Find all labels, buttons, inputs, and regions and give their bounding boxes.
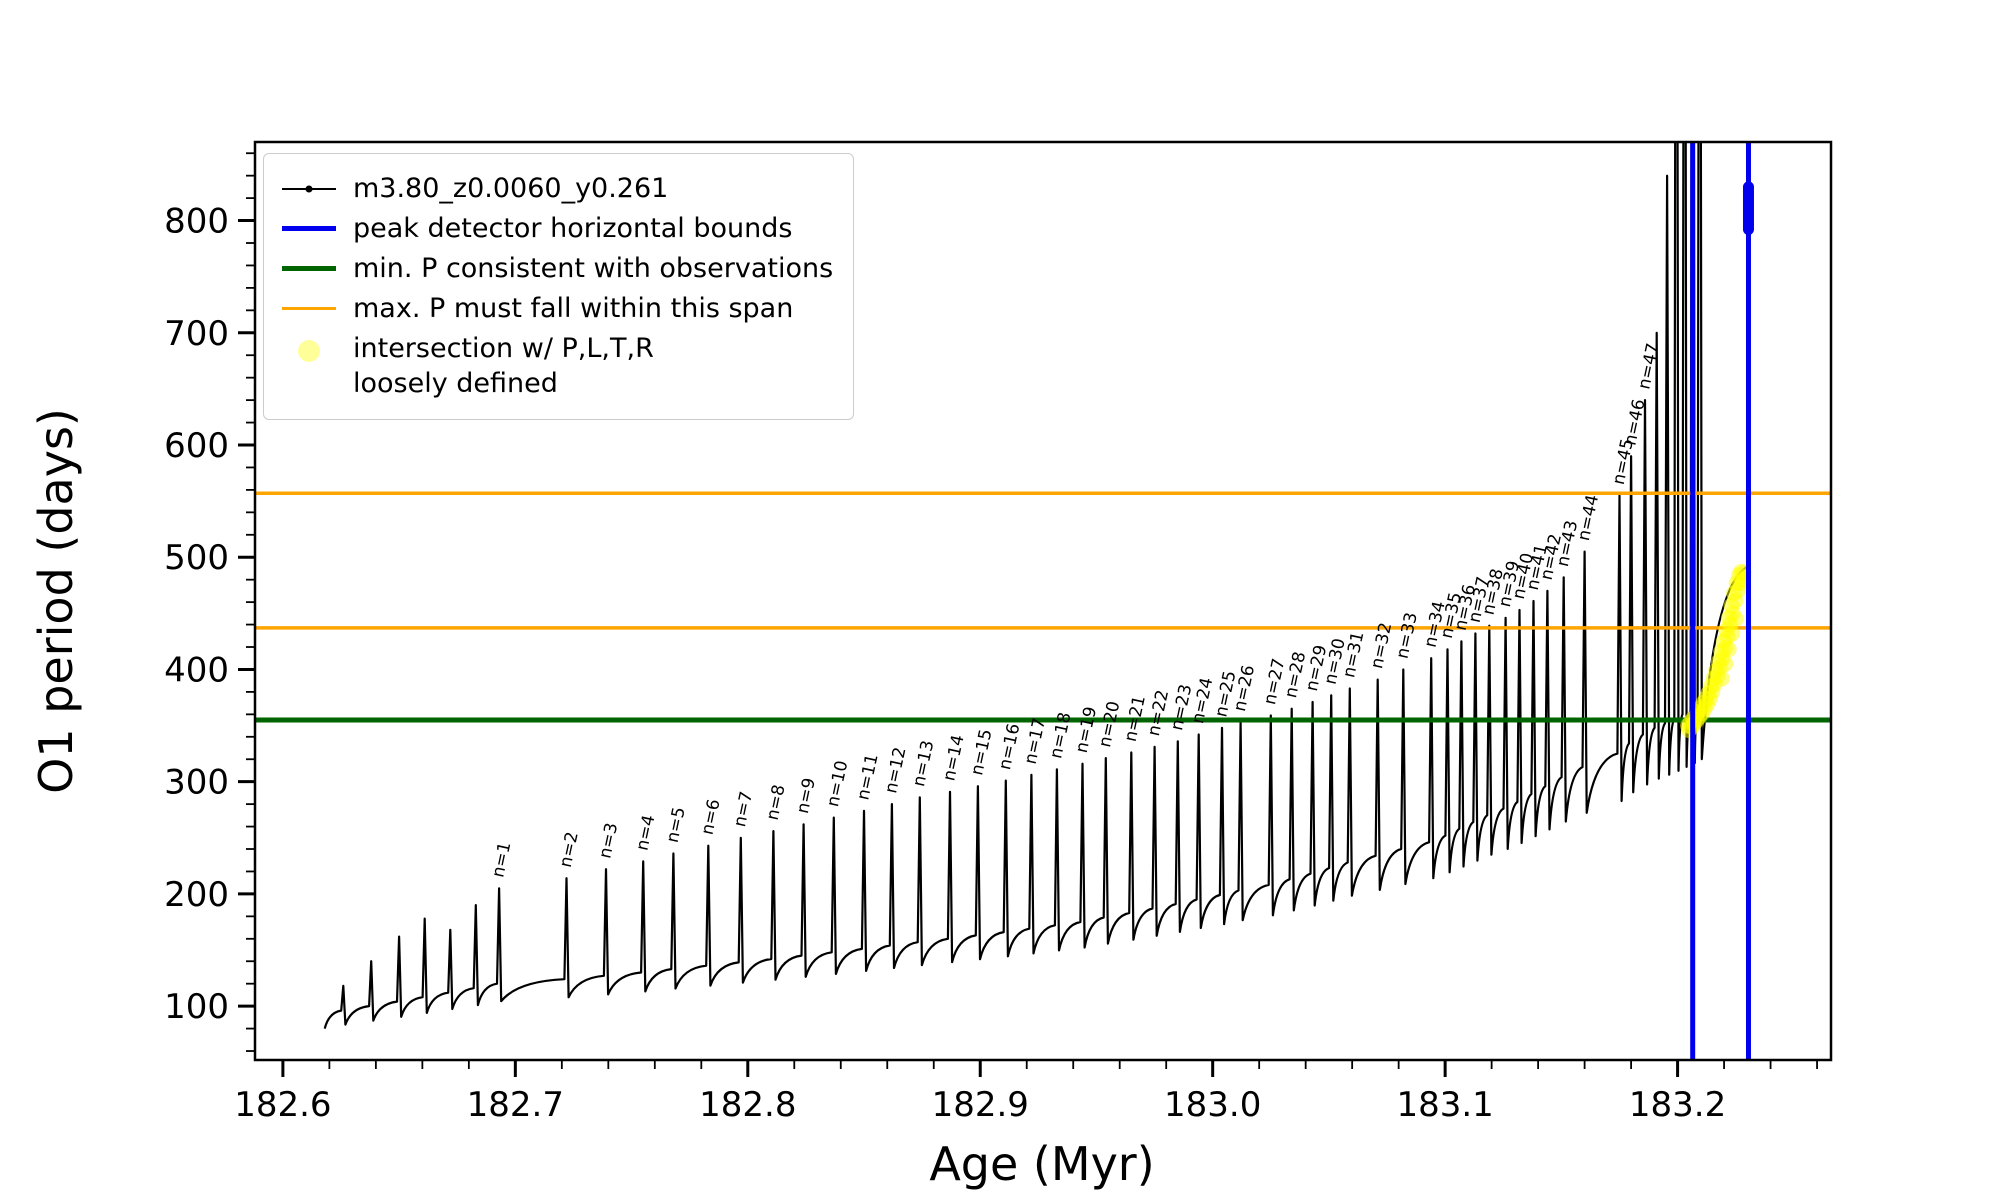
y-tick-label: 200: [164, 875, 229, 915]
legend-item: peak detector horizontal bounds: [280, 211, 833, 246]
y-tick-label: 800: [164, 202, 229, 242]
legend-line-icon: [280, 307, 338, 311]
y-tick-label: 600: [164, 426, 229, 466]
pulse-label: n=31: [1339, 630, 1368, 680]
pulse-label: n=15: [967, 727, 996, 777]
series-path: [323, 142, 1750, 1029]
pulse-label: n=9: [793, 776, 820, 815]
legend-line-icon: [280, 185, 338, 193]
x-tick-label: 182.8: [699, 1085, 796, 1125]
pulse-label: n=3: [595, 821, 622, 860]
pulse-label: n=17: [1021, 716, 1050, 766]
intersection-point: [1727, 610, 1744, 627]
pulse-label: n=26: [1230, 663, 1259, 713]
pulse-label: n=44: [1574, 493, 1603, 543]
pulse-label: n=5: [663, 805, 690, 844]
pulse-label: n=33: [1393, 611, 1422, 661]
x-tick-label: 183.0: [1164, 1085, 1261, 1125]
x-tick-label: 182.7: [467, 1085, 564, 1125]
x-tick-label: 183.2: [1629, 1085, 1726, 1125]
x-tick-label: 183.1: [1396, 1085, 1493, 1125]
pulse-label: n=13: [909, 739, 938, 789]
legend-item-label: min. P consistent with observations: [353, 253, 834, 285]
intersection-point: [1720, 641, 1737, 658]
legend-line-icon: [280, 226, 338, 232]
pulse-label: n=7: [730, 790, 757, 829]
axes-border: [253, 140, 1833, 1062]
pulse-label: n=12: [881, 745, 910, 795]
y-axis-label: O1 period (days): [29, 408, 83, 794]
y-tick-label: 100: [164, 987, 229, 1027]
pulse-label: n=10: [823, 759, 852, 809]
y-tick-label: 400: [164, 650, 229, 690]
y-tick-label: 700: [164, 314, 229, 354]
legend-item-label: max. P must fall within this span: [353, 293, 794, 325]
intersection-marker-icon: [280, 340, 338, 363]
legend-item: max. P must fall within this span: [280, 291, 833, 326]
pulse-label: n=8: [763, 783, 790, 822]
pulse-label: n=4: [633, 813, 660, 852]
pulse-label: n=47: [1634, 341, 1663, 391]
legend-item-label: m3.80_z0.0060_y0.261: [353, 173, 669, 204]
pulse-label: n=20: [1095, 699, 1124, 749]
x-tick-label: 182.6: [234, 1085, 331, 1125]
pulse-label: n=1: [488, 840, 515, 879]
pulse-label: n=22: [1144, 688, 1173, 738]
y-tick-label: 500: [164, 538, 229, 578]
y-tick-label: 300: [164, 763, 229, 803]
pulse-label: n=6: [698, 797, 725, 836]
pulse-label: n=2: [556, 830, 583, 869]
legend-item-label: intersection w/ P,L,T,R loosely defined: [353, 333, 654, 400]
pulse-label: n=14: [939, 733, 968, 783]
pulse-label: n=16: [995, 722, 1024, 772]
legend-item: m3.80_z0.0060_y0.261: [280, 171, 833, 206]
intersection-point: [1713, 670, 1730, 687]
legend-item: min. P consistent with observations: [280, 251, 833, 286]
legend-item: intersection w/ P,L,T,R loosely defined: [280, 331, 833, 401]
pulse-label: n=11: [853, 752, 882, 802]
legend-line-icon: [280, 266, 338, 272]
x-tick-label: 182.9: [932, 1085, 1029, 1125]
intersection-point: [1717, 655, 1734, 672]
intersection-point: [1724, 625, 1741, 642]
x-axis-label: Age (Myr): [929, 1137, 1154, 1191]
legend-item-label: peak detector horizontal bounds: [353, 213, 793, 245]
pulse-label: n=19: [1072, 705, 1101, 755]
axis-ticks: 182.6 182.7 182.8 182.9 183.0 183.1 183.2 100 20…: [164, 152, 1818, 1125]
